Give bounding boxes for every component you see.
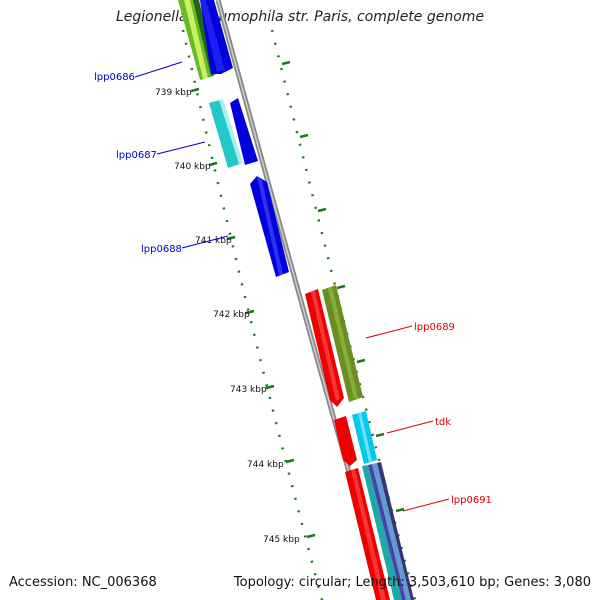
gene-label-lpp0686: lpp0686: [94, 72, 135, 83]
gene-arrow-tdk-cyan[interactable]: [352, 411, 377, 464]
tick-label: 744 kbp: [247, 460, 284, 470]
genome-summary: Topology: circular; Length: 3,503,610 bp…: [233, 575, 591, 590]
label-leaders: [134, 61, 450, 512]
scale-ring-left: [181, 29, 324, 600]
gene-arrow-lpp0688[interactable]: [250, 176, 289, 277]
tick-label: 743 kbp: [230, 385, 267, 395]
gene-label-lpp0688: lpp0688: [141, 244, 182, 255]
gene-arrow-lpp0687[interactable]: [209, 99, 243, 168]
gene-labels: lpp0686 lpp0687 lpp0688 lpp0689 tdk lpp0…: [94, 72, 492, 506]
accession-label: Accession: NC_006368: [9, 575, 157, 590]
tick-label: 740 kbp: [174, 162, 211, 172]
gene-arrow-lpp0689-olive[interactable]: [322, 285, 363, 402]
tick-label: 742 kbp: [213, 310, 250, 320]
gene-arrow-lpp0691[interactable]: [345, 468, 390, 600]
gene-label-tdk: tdk: [435, 417, 451, 428]
tick-marks-right: [281, 60, 405, 513]
tick-marks-left: [190, 87, 316, 539]
tick-label: 745 kbp: [263, 535, 300, 545]
gene-arrow-lpp0687b[interactable]: [230, 98, 258, 165]
tick-labels: 739 kbp 740 kbp 741 kbp 742 kbp 743 kbp …: [155, 88, 300, 545]
gene-label-lpp0689: lpp0689: [414, 322, 455, 333]
gene-block-bottom-multicolor[interactable]: [362, 462, 414, 600]
gene-label-lpp0687: lpp0687: [116, 150, 157, 161]
gene-arrow-lpp0689[interactable]: [305, 289, 344, 407]
tick-label: 739 kbp: [155, 88, 192, 98]
tick-label: 741 kbp: [195, 236, 232, 246]
gene-arrow-tdk[interactable]: [334, 416, 357, 466]
gene-arrow-lpp0686[interactable]: [200, 0, 233, 74]
gene-label-lpp0691: lpp0691: [451, 495, 492, 506]
